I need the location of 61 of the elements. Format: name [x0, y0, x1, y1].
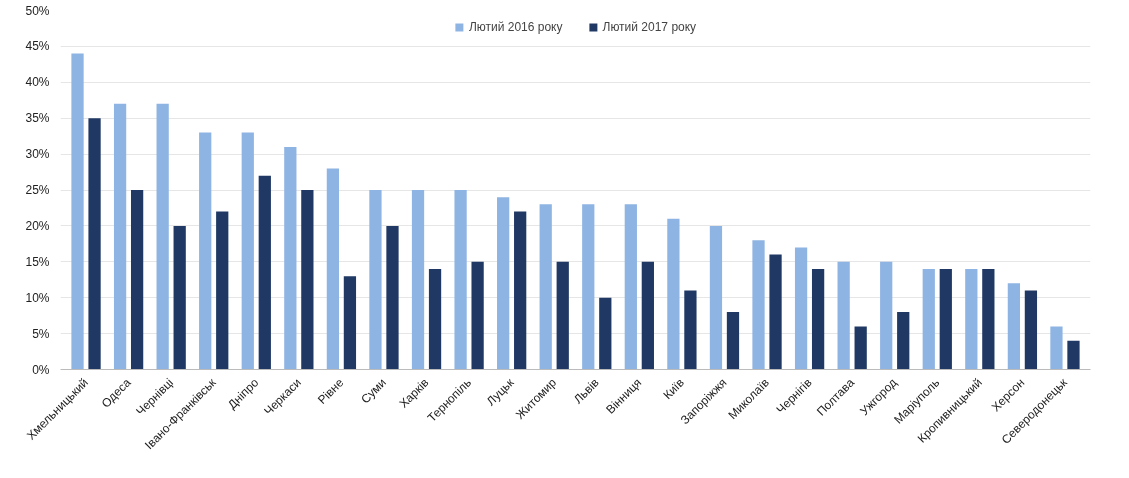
bar	[922, 268, 935, 370]
bar	[1007, 283, 1021, 370]
bar	[599, 297, 612, 370]
bar	[1067, 340, 1080, 370]
bar	[769, 254, 782, 370]
legend-label: Лютий 2016 року	[468, 20, 563, 34]
bar	[199, 132, 212, 370]
bar	[411, 190, 425, 370]
y-tick-label: 50%	[25, 3, 50, 18]
bar	[497, 197, 510, 370]
bar	[284, 146, 297, 370]
bar	[539, 204, 552, 370]
bar	[428, 268, 442, 370]
bar	[726, 312, 740, 370]
y-tick-label: 45%	[25, 39, 50, 54]
bar	[369, 190, 382, 370]
bar	[1024, 290, 1038, 370]
bar	[454, 190, 467, 370]
bar	[471, 261, 484, 370]
bar	[752, 240, 765, 370]
bar	[301, 190, 314, 370]
bar	[156, 103, 169, 370]
bar	[582, 204, 595, 370]
y-tick-label: 5%	[32, 326, 50, 341]
bar	[641, 261, 654, 370]
y-tick-label: 25%	[25, 183, 50, 197]
bar	[794, 247, 808, 370]
bar	[88, 118, 101, 370]
bar	[258, 175, 271, 370]
y-tick-label: 30%	[25, 147, 50, 162]
bar	[982, 268, 995, 370]
bar	[684, 290, 697, 370]
bar	[71, 53, 84, 370]
bar	[173, 225, 186, 370]
bar	[624, 204, 637, 370]
bar	[113, 103, 127, 370]
bar	[326, 168, 340, 370]
bar	[667, 218, 680, 370]
legend-label: Лютий 2017 року	[602, 20, 697, 34]
bar	[854, 326, 867, 370]
bar	[556, 261, 569, 370]
y-tick-label: 40%	[25, 75, 50, 90]
y-tick-label: 15%	[25, 254, 50, 269]
bar	[709, 225, 723, 370]
bar	[514, 211, 527, 370]
bar	[130, 190, 144, 370]
bar	[216, 211, 229, 370]
bar	[880, 261, 893, 370]
bar	[343, 276, 357, 370]
bar	[1050, 326, 1063, 370]
y-tick-label: 20%	[25, 218, 50, 233]
bar	[386, 225, 399, 370]
bar	[241, 132, 254, 370]
y-tick-label: 0%	[32, 362, 50, 377]
bar	[897, 312, 910, 370]
bar	[837, 261, 850, 370]
y-tick-label: 35%	[25, 111, 50, 126]
bar	[965, 268, 978, 370]
bar	[939, 268, 952, 370]
bar	[811, 268, 825, 370]
y-tick-label: 10%	[25, 290, 50, 305]
